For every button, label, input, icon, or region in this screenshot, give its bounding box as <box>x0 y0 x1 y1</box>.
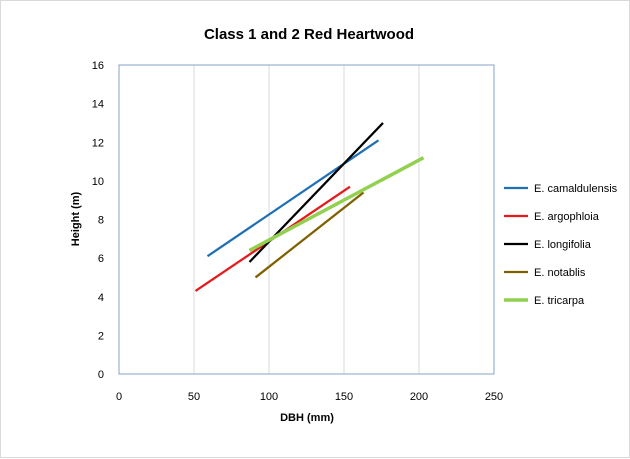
legend-label-4: E. tricarpa <box>534 295 585 307</box>
legend: E. camaldulensis E. argophloia E. longifol… <box>504 183 618 307</box>
y-axis-title: Height (m) <box>70 191 82 246</box>
x-tick-label-0: 0 <box>116 391 122 403</box>
legend-label-3: E. notablis <box>534 267 586 279</box>
x-tick-label-250: 250 <box>485 391 503 403</box>
y-tick-label-8: 8 <box>98 215 104 227</box>
series-line-3 <box>254 191 365 279</box>
x-tick-label-150: 150 <box>335 391 353 403</box>
y-tick-label-10: 10 <box>92 176 104 188</box>
grid-layer <box>193 65 420 374</box>
y-tick-label-0: 0 <box>98 369 104 381</box>
x-tick-label-50: 50 <box>188 391 200 403</box>
series-lines <box>194 122 425 292</box>
legend-label-0: E. camaldulensis <box>534 183 618 195</box>
tick-labels: 0 50 100 150 200 250 0 2 4 6 8 10 12 14 16 <box>92 60 503 403</box>
plot-area <box>118 64 495 375</box>
x-tick-label-100: 100 <box>260 391 278 403</box>
y-tick-label-14: 14 <box>92 99 104 111</box>
chart-title: Class 1 and 2 Red Heartwood <box>204 26 414 43</box>
y-tick-label-2: 2 <box>98 330 104 342</box>
legend-label-2: E. longifolia <box>534 239 592 251</box>
series-line-4 <box>248 156 425 252</box>
x-tick-label-200: 200 <box>410 391 428 403</box>
y-tick-label-12: 12 <box>92 137 104 149</box>
y-tick-label-6: 6 <box>98 253 104 265</box>
y-tick-label-16: 16 <box>92 60 104 72</box>
legend-label-1: E. argophloia <box>534 211 600 223</box>
y-tick-label-4: 4 <box>98 292 104 304</box>
x-axis-title: DBH (mm) <box>280 412 334 424</box>
series-line-0 <box>206 139 380 258</box>
